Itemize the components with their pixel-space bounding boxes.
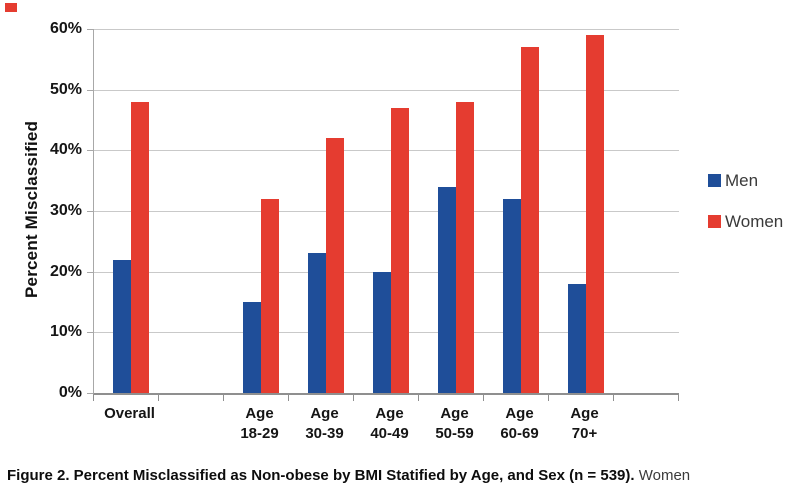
caption-bold-text: Figure 2. Percent Misclassified as Non-o…: [7, 467, 635, 484]
x-tick-mark: [353, 395, 354, 401]
bar-women-30-39: [325, 138, 344, 393]
bar-men-overall: [112, 259, 131, 393]
y-tick-mark: [87, 211, 93, 212]
bar-women-70+: [585, 35, 604, 393]
x-category-label-70+: Age 70+: [570, 405, 599, 442]
y-tick-label-10: 10%: [49, 323, 82, 341]
y-tick-mark: [87, 89, 93, 91]
x-tick-mark: [548, 395, 549, 401]
x-tick-mark: [93, 395, 94, 401]
x-tick-mark: [418, 395, 419, 401]
x-tick-mark: [223, 395, 224, 401]
x-tick-mark: [483, 395, 484, 401]
x-tick-mark: [288, 395, 289, 401]
bar-men-40-49: [372, 271, 391, 393]
y-tick-label-50: 50%: [49, 80, 82, 98]
caption-regular-text: Women: [634, 467, 691, 484]
legend-item-women: Women: [708, 213, 783, 230]
gridline-30: [94, 211, 679, 212]
y-tick-mark: [87, 271, 93, 273]
bar-women-60-69: [520, 47, 539, 393]
x-category-label-overall: Overall: [104, 405, 155, 422]
gridline-50: [94, 89, 679, 91]
bar-women-50-59: [455, 101, 474, 393]
bar-women-40-49: [390, 107, 409, 393]
x-tick-mark: [158, 395, 159, 401]
gridline-40: [94, 150, 679, 152]
legend-label-men: Men: [725, 171, 759, 190]
x-tick-mark: [678, 395, 679, 401]
y-tick-mark: [87, 150, 93, 152]
figure-caption: Figure 2. Percent Misclassified as Non-o…: [7, 466, 793, 486]
bar-men-70+: [567, 283, 586, 393]
women-series-swatch-icon: [708, 215, 721, 228]
y-tick-mark: [87, 332, 93, 334]
x-category-label-50-59: Age 50-59: [435, 405, 474, 442]
x-category-label-30-39: Age 30-39: [305, 405, 344, 442]
bar-men-50-59: [437, 186, 456, 393]
legend-label-women: Women: [725, 212, 784, 231]
y-tick-label-30: 30%: [49, 202, 82, 219]
plot-area: [93, 29, 679, 395]
bar-women-overall: [130, 101, 149, 393]
y-tick-mark: [87, 393, 93, 394]
x-category-label-18-29: Age 18-29: [240, 405, 279, 442]
y-tick-label-60: 60%: [49, 20, 82, 37]
gridline-60: [94, 29, 679, 30]
y-tick-label-0: 0%: [58, 384, 82, 401]
bar-men-30-39: [307, 253, 326, 393]
y-tick-label-40: 40%: [49, 141, 82, 159]
y-tick-label-20: 20%: [49, 262, 82, 280]
red-corner-mark: [5, 3, 17, 12]
x-tick-mark: [613, 395, 614, 401]
x-category-label-60-69: Age 60-69: [500, 405, 539, 442]
y-tick-mark: [87, 29, 93, 30]
bar-women-18-29: [260, 198, 279, 393]
legend-item-men: Men: [708, 172, 783, 189]
legend: Men Women: [708, 172, 783, 254]
x-category-label-40-49: Age 40-49: [370, 405, 409, 442]
bar-men-60-69: [502, 198, 521, 393]
men-series-swatch-icon: [708, 174, 721, 187]
bar-men-18-29: [242, 302, 261, 393]
